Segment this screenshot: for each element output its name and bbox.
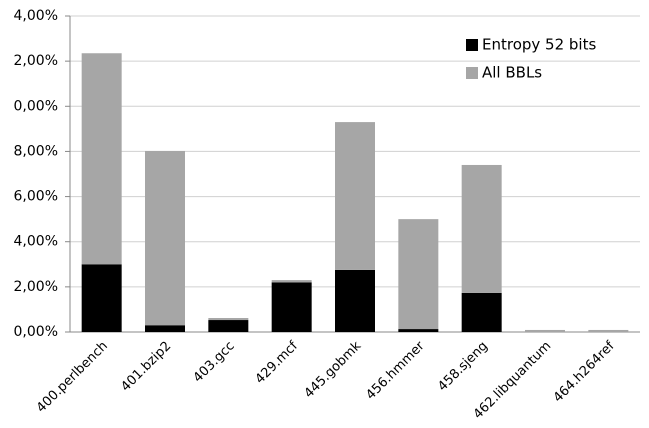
y-tick-label: 0,00% xyxy=(14,324,58,340)
bar-segment xyxy=(81,53,122,265)
bar-segment xyxy=(208,320,249,332)
x-tick-label: 458.sjeng xyxy=(435,339,491,395)
legend-label: Entropy 52 bits xyxy=(482,36,596,54)
bar-segment xyxy=(145,150,185,326)
bar-segment xyxy=(398,329,439,332)
bar-segment xyxy=(145,325,185,332)
bar-segment xyxy=(461,164,502,293)
bar-segment xyxy=(271,280,312,283)
bar-segment xyxy=(335,269,375,332)
x-tick-label: 403.gcc xyxy=(191,339,238,386)
legend-swatch xyxy=(466,67,478,79)
x-tick-label: 445.gobmk xyxy=(302,338,365,401)
x-tick-label: 401.bzip2 xyxy=(118,339,174,395)
x-tick-label: 400.perlbench xyxy=(34,339,111,416)
y-tick-label: 2,00% xyxy=(14,53,58,69)
legend-label: All BBLs xyxy=(482,64,542,82)
bar-segment xyxy=(208,318,249,321)
legend-swatch xyxy=(466,39,478,51)
x-tick-label: 456.hmmer xyxy=(363,338,428,403)
bar-segment xyxy=(81,264,122,332)
y-tick-label: 6,00% xyxy=(14,189,58,205)
y-tick-label: 8,00% xyxy=(14,143,58,159)
bar-segment xyxy=(525,329,565,332)
y-tick-label: 0,00% xyxy=(14,98,58,114)
y-tick-label: 2,00% xyxy=(14,279,58,295)
bar-segment xyxy=(271,282,312,332)
x-tick-label: 464.h264ref xyxy=(551,338,618,405)
y-tick-label: 4,00% xyxy=(14,8,58,24)
bar-segment xyxy=(588,329,629,332)
x-tick-label: 429.mcf xyxy=(253,338,302,387)
bar-segment xyxy=(335,122,375,270)
bar-segment xyxy=(461,292,502,332)
bar-segment xyxy=(398,219,439,330)
y-tick-label: 4,00% xyxy=(14,234,58,250)
